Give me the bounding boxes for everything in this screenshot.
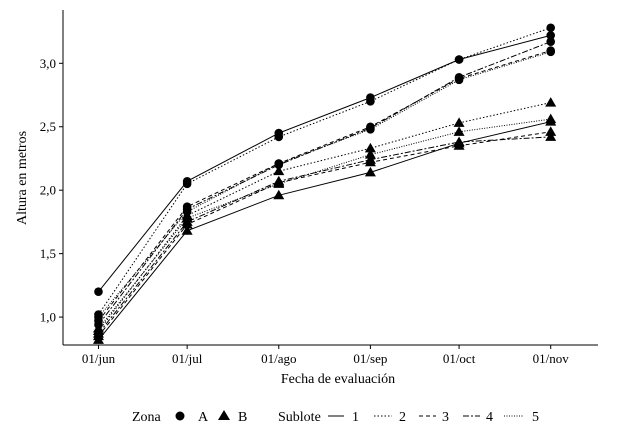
series-line-zona-b-sublote-3: [98, 131, 551, 337]
y-tick-label: 3,0: [40, 56, 56, 71]
x-tick-label: 01/jul: [172, 351, 203, 366]
legend-triangle-marker: [218, 410, 230, 420]
series-line-zona-b-sublote-1: [98, 121, 551, 341]
point-zona-a: [94, 312, 103, 322]
point-zona-b: [273, 178, 285, 188]
point-zona-b: [364, 142, 376, 153]
series-line-zona-a-sublote-3: [98, 50, 551, 322]
legend-zona-a-label: A: [198, 410, 209, 425]
point-zona-b: [364, 149, 376, 159]
series-line-zona-a-sublote-1: [98, 34, 551, 293]
legend-sublote-2: 2: [374, 410, 406, 425]
point-zona-b: [545, 126, 557, 136]
legend-sublote-4: 4: [463, 410, 493, 425]
legend-sublote-1-label: 1: [352, 410, 359, 425]
x-tick-label: 01/nov: [533, 351, 570, 366]
y-axis-title: Altura en metros: [15, 131, 30, 225]
legend-sublote-5-label: 5: [532, 410, 539, 425]
x-axis-title: Fecha de evaluación: [281, 372, 395, 387]
point-zona-b: [273, 189, 285, 200]
x-tick-label: 01/sep: [353, 351, 387, 366]
point-zona-b: [545, 113, 557, 124]
point-zona-a: [546, 37, 556, 47]
series-line-zona-a-sublote-2: [98, 27, 551, 315]
point-zona-b: [273, 165, 285, 176]
point-zona-a: [546, 31, 556, 40]
point-zona-b: [453, 126, 465, 136]
series-line-zona-b-sublote-5: [98, 118, 551, 329]
y-tick-label: 1,0: [40, 310, 56, 325]
series-line-zona-a-sublote-5: [98, 51, 551, 318]
point-zona-a: [366, 97, 375, 106]
point-zona-a: [454, 75, 464, 85]
y-tick-label: 2,5: [40, 119, 56, 134]
legend-zona-b-label: B: [238, 410, 247, 425]
legend-sublote-title: Sublote: [278, 410, 321, 425]
point-zona-b: [545, 97, 557, 107]
point-zona-b: [92, 323, 104, 333]
legend-zona-a: A: [175, 410, 209, 425]
point-zona-a: [274, 132, 284, 142]
point-zona-b: [92, 328, 104, 338]
point-zona-a: [94, 287, 103, 297]
chart: 1,0 1,5 2,0 2,5 3,0 01/jun 01/jul 01/ago 01/sep…: [15, 10, 598, 387]
series-layer: [98, 27, 551, 341]
legend-zona-title: Zona: [132, 410, 162, 425]
point-zona-b: [181, 212, 193, 223]
point-zona-b: [364, 166, 376, 177]
y-tick-label: 2,0: [40, 183, 56, 198]
point-zona-a: [182, 179, 192, 189]
x-tick-label: 01/ago: [261, 351, 296, 366]
legend-sublote-1: 1: [328, 410, 359, 425]
point-zona-b: [364, 154, 376, 164]
marker-layer: [92, 23, 557, 344]
x-ticks: 01/jun 01/jul 01/ago 01/sep 01/oct 01/nov: [82, 345, 569, 366]
x-tick-label: 01/oct: [443, 351, 476, 366]
legend-sublote-4-label: 4: [486, 410, 493, 425]
point-zona-a: [454, 55, 464, 64]
point-zona-b: [453, 136, 465, 146]
point-zona-b: [545, 131, 557, 141]
series-line-zona-b-sublote-2: [98, 102, 551, 332]
series-line-zona-b-sublote-4: [98, 136, 551, 334]
point-zona-a: [274, 159, 284, 168]
legend-sublote-5: 5: [504, 410, 539, 425]
legend: Zona A B Sublote 1 2 3 4 5: [132, 410, 539, 425]
series-line-zona-a-sublote-4: [98, 41, 551, 326]
legend-circle-marker: [175, 411, 185, 421]
point-zona-a: [366, 124, 375, 134]
y-ticks: 1,0 1,5 2,0 2,5 3,0: [40, 56, 63, 325]
point-zona-b: [453, 117, 465, 127]
point-zona-b: [181, 225, 193, 235]
point-zona-a: [546, 23, 556, 33]
x-tick-label: 01/jun: [82, 351, 116, 366]
legend-sublote-3: 3: [419, 410, 449, 425]
legend-sublote-3-label: 3: [442, 410, 449, 425]
legend-sublote-2-label: 2: [399, 410, 406, 425]
legend-zona-b: B: [218, 410, 247, 425]
point-zona-a: [546, 47, 556, 57]
y-tick-label: 1,5: [40, 246, 56, 261]
